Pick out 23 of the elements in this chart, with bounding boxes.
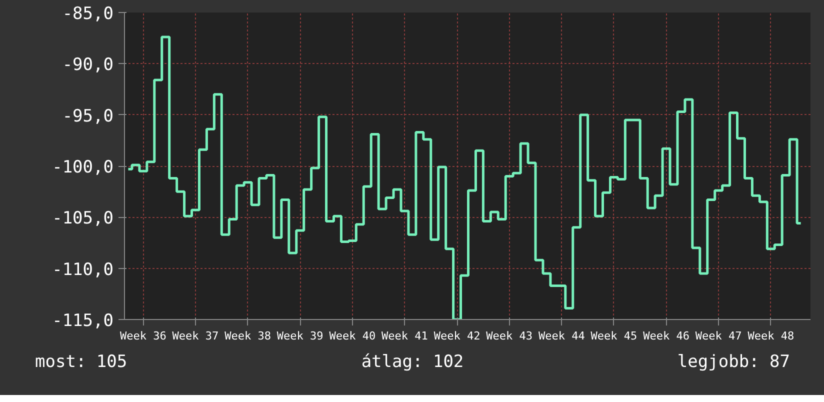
y-tick-label: -100,0: [52, 158, 114, 178]
x-tick-label: Week 39: [276, 330, 324, 342]
x-tick-label: Week 37: [172, 330, 219, 342]
y-tick-label: -115,0: [52, 311, 114, 331]
x-tick-label: Week 44: [538, 330, 586, 342]
x-tick-label: Week 46: [643, 330, 690, 342]
y-tick-label: -85,0: [62, 4, 114, 24]
y-tick-label: -110,0: [52, 260, 114, 280]
text: most: 105: [35, 351, 128, 374]
y-tick-label: -90,0: [62, 55, 114, 76]
x-tick-label: Week 41: [382, 330, 428, 342]
x-tick-label: Week 36: [120, 330, 166, 342]
x-tick-label: Week 42: [434, 330, 480, 342]
x-tick-label: Week 43: [486, 330, 533, 342]
text: átlag: 102: [361, 351, 464, 374]
x-tick-label: Week 45: [590, 330, 638, 342]
y-tick-label: -95,0: [62, 106, 114, 126]
y-tick-label: -105,0: [52, 208, 114, 229]
x-tick-label: Week 38: [224, 330, 271, 342]
x-tick-label: Week 47: [695, 330, 742, 342]
x-tick-label: Week 48: [748, 330, 794, 342]
x-tick-label: Week 40: [329, 330, 376, 342]
text: legjobb: 87: [677, 351, 790, 374]
